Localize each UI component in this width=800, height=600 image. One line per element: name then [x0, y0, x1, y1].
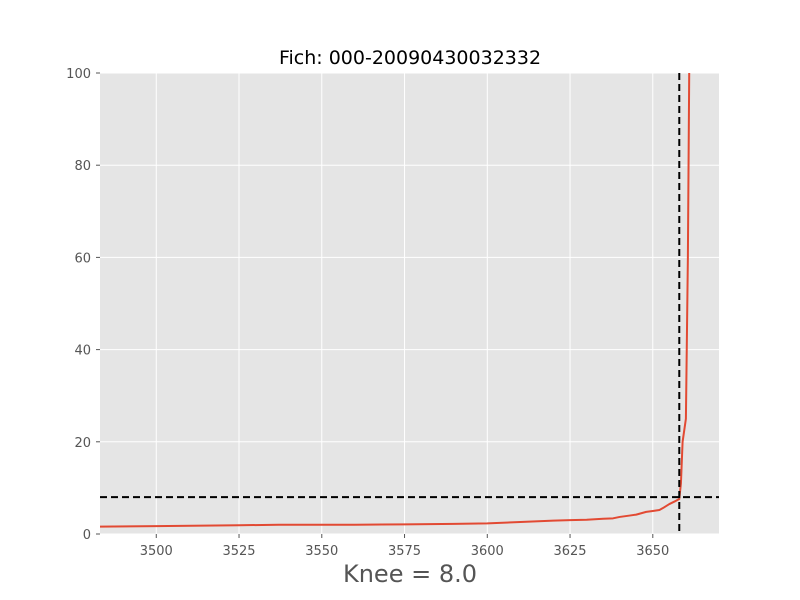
x-tick-label: 3525 — [222, 544, 255, 559]
y-tick-label: 80 — [74, 159, 91, 174]
y-tick-label: 100 — [66, 67, 91, 82]
x-tick-label: 3600 — [471, 544, 504, 559]
y-tick-label: 20 — [74, 436, 91, 451]
reference-lines — [100, 73, 719, 534]
x-tick-label: 3625 — [553, 544, 586, 559]
y-tick-label: 40 — [74, 344, 91, 359]
tick-labels: 3500 3525 3550 3575 3600 3625 3650 0 20 40 60 80 100 — [66, 67, 669, 559]
x-tick-label: 3550 — [305, 544, 338, 559]
x-tick-label: 3500 — [140, 544, 173, 559]
grid — [100, 72, 719, 535]
x-tick-label: 3575 — [388, 544, 421, 559]
y-tick-label: 0 — [83, 528, 91, 543]
x-axis-label: Knee = 8.0 — [343, 560, 477, 588]
y-tick-label: 60 — [74, 251, 91, 266]
chart-title: Fich: 000-20090430032332 — [279, 47, 541, 69]
x-tick-label: 3650 — [636, 544, 669, 559]
plot-area — [100, 73, 719, 534]
